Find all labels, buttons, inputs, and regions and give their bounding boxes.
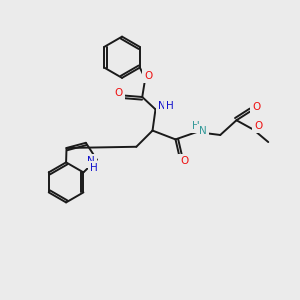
Text: H: H [166,101,174,111]
Text: O: O [115,88,123,98]
Text: O: O [144,71,152,81]
Text: O: O [181,157,189,166]
Text: H: H [90,164,98,173]
Text: N: N [87,156,95,166]
Text: H: H [192,121,200,130]
Text: O: O [254,121,262,131]
Text: N: N [199,126,206,136]
Text: O: O [252,102,261,112]
Text: N: N [158,101,166,111]
